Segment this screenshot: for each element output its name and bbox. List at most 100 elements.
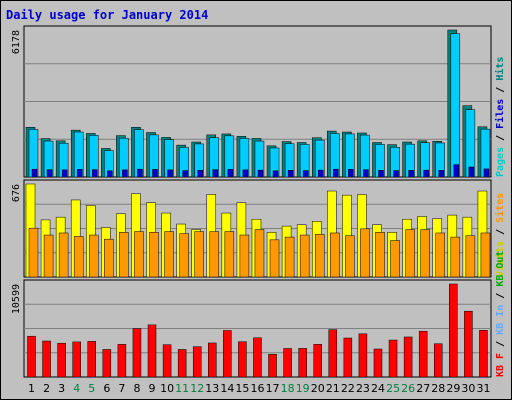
sites-bar-day-24 bbox=[375, 232, 385, 278]
kbf-bar-day-2 bbox=[42, 340, 51, 378]
legend-kb-f: KB F bbox=[495, 353, 506, 377]
x-tick-label-day-27: 27 bbox=[416, 382, 430, 395]
pages-bar-day-16 bbox=[257, 169, 264, 178]
pages-bar-day-18 bbox=[287, 170, 294, 178]
panel-3-ymax-label: 10599 bbox=[11, 284, 22, 314]
kbf-bar-day-14 bbox=[223, 330, 232, 378]
x-tick-label-day-20: 20 bbox=[311, 382, 325, 395]
sites-bar-day-13 bbox=[209, 231, 220, 278]
x-tick-label-day-15: 15 bbox=[235, 382, 249, 395]
kbf-bar-day-4 bbox=[72, 341, 81, 378]
panel-1-ymax-label: 6178 bbox=[11, 30, 22, 54]
legend-separator: / bbox=[495, 335, 506, 353]
kbf-bar-day-31 bbox=[479, 330, 488, 378]
legend-kb-out: KB Out bbox=[495, 251, 506, 287]
sites-bar-day-28 bbox=[435, 232, 445, 278]
sites-bar-day-7 bbox=[119, 232, 129, 278]
sites-bar-day-21 bbox=[330, 232, 340, 278]
pages-bar-day-22 bbox=[348, 169, 354, 178]
x-tick-label-day-3: 3 bbox=[58, 382, 65, 395]
sites-bar-day-6 bbox=[104, 238, 114, 278]
pages-bar-day-26 bbox=[408, 170, 414, 178]
panel-1-legend: Pages / Files / Hits bbox=[494, 57, 506, 177]
kbf-bar-day-28 bbox=[433, 343, 443, 378]
sites-bar-day-16 bbox=[254, 229, 265, 278]
x-tick-label-day-18: 18 bbox=[281, 382, 295, 395]
kbf-bar-day-22 bbox=[343, 337, 353, 378]
sites-bar-day-31 bbox=[480, 232, 491, 278]
sites-bar-day-5 bbox=[89, 234, 99, 278]
pages-bar-day-6 bbox=[107, 170, 113, 178]
kbf-bar-day-1 bbox=[27, 335, 36, 378]
x-tick-label-day-11: 11 bbox=[175, 382, 189, 395]
pages-bar-day-14 bbox=[227, 169, 234, 178]
pages-bar-day-25 bbox=[393, 170, 399, 178]
x-tick-label-day-9: 9 bbox=[149, 382, 156, 395]
pages-bar-day-23 bbox=[363, 169, 369, 178]
x-tick-label-day-14: 14 bbox=[220, 382, 234, 395]
x-tick-label-day-25: 25 bbox=[386, 382, 400, 395]
pages-bar-day-21 bbox=[333, 168, 339, 178]
sites-bar-day-30 bbox=[465, 235, 476, 278]
pages-bar-day-10 bbox=[167, 169, 173, 178]
kbf-bar-day-29 bbox=[449, 283, 458, 378]
kbf-bar-day-27 bbox=[418, 330, 428, 378]
kbf-bar-day-7 bbox=[117, 344, 127, 378]
x-tick-label-day-26: 26 bbox=[401, 382, 415, 395]
x-tick-label-day-17: 17 bbox=[266, 382, 280, 395]
sites-bar-day-1 bbox=[28, 227, 39, 278]
pages-bar-day-30 bbox=[468, 166, 475, 178]
x-tick-label-day-2: 2 bbox=[43, 382, 50, 395]
pages-bar-day-20 bbox=[317, 169, 324, 178]
pages-bar-day-4 bbox=[76, 169, 83, 178]
pages-bar-day-7 bbox=[122, 169, 128, 178]
x-tick-label-day-13: 13 bbox=[205, 382, 219, 395]
panel-3-legend: KB F / KB In / KB Out bbox=[495, 251, 506, 377]
legend-separator: / bbox=[495, 81, 506, 99]
kbf-bar-day-30 bbox=[464, 310, 473, 378]
x-tick-label-day-5: 5 bbox=[88, 382, 95, 395]
x-tick-label-day-7: 7 bbox=[118, 382, 125, 395]
pages-bar-day-2 bbox=[46, 169, 53, 178]
legend-hits: Hits bbox=[494, 57, 506, 81]
sites-bar-day-2 bbox=[43, 234, 54, 278]
x-tick-label-day-10: 10 bbox=[160, 382, 174, 395]
x-tick-label-day-8: 8 bbox=[133, 382, 140, 395]
pages-bar-day-1 bbox=[31, 168, 38, 178]
sites-bar-day-8 bbox=[134, 231, 144, 278]
files-bar-day-29 bbox=[450, 33, 461, 178]
pages-bar-day-9 bbox=[152, 169, 158, 178]
pages-bar-day-5 bbox=[92, 169, 98, 178]
kbf-bar-day-5 bbox=[87, 341, 97, 378]
pages-bar-day-17 bbox=[272, 170, 279, 178]
x-tick-label-day-29: 29 bbox=[446, 382, 460, 395]
x-tick-label-day-28: 28 bbox=[431, 382, 445, 395]
sites-bar-day-17 bbox=[269, 239, 280, 278]
pages-bar-day-28 bbox=[438, 170, 444, 178]
sites-bar-day-18 bbox=[284, 236, 295, 278]
x-tick-label-day-22: 22 bbox=[341, 382, 355, 395]
x-tick-label-day-21: 21 bbox=[326, 382, 340, 395]
chart-title: Daily usage for January 2014 bbox=[6, 8, 208, 22]
kbf-bar-day-13 bbox=[208, 342, 217, 378]
legend-files: Files bbox=[494, 99, 506, 129]
kbf-bar-day-18 bbox=[283, 348, 292, 378]
kbf-bar-day-11 bbox=[177, 349, 187, 378]
pages-bar-day-13 bbox=[212, 169, 219, 178]
x-tick-label-day-1: 1 bbox=[28, 382, 35, 395]
pages-bar-day-12 bbox=[197, 170, 203, 178]
x-tick-label-day-16: 16 bbox=[251, 382, 265, 395]
sites-bar-day-19 bbox=[299, 234, 310, 278]
x-tick-label-day-31: 31 bbox=[476, 382, 490, 395]
sites-bar-day-14 bbox=[224, 231, 235, 278]
pages-bar-day-27 bbox=[423, 169, 429, 178]
sites-bar-day-25 bbox=[390, 240, 400, 278]
sites-bar-day-27 bbox=[420, 229, 430, 278]
pages-bar-day-11 bbox=[182, 170, 188, 178]
x-tick-label-day-24: 24 bbox=[371, 382, 385, 395]
kbf-bar-day-6 bbox=[102, 349, 112, 378]
sites-bar-day-3 bbox=[58, 232, 69, 278]
kbf-bar-day-8 bbox=[132, 328, 142, 378]
kbf-bar-day-12 bbox=[192, 346, 202, 378]
